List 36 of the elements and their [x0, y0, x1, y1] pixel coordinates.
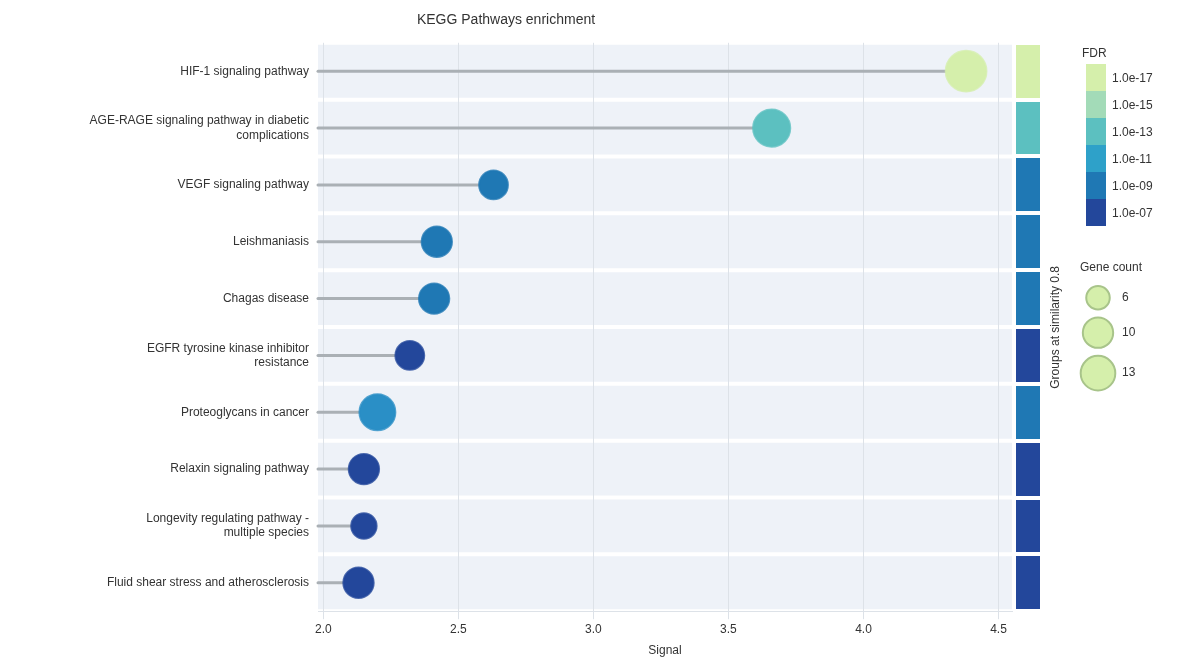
text: 1.0e-07	[1112, 204, 1153, 221]
x-tick-label: 4.5	[990, 621, 1008, 636]
y-tick-label: VEGF signaling pathway	[177, 177, 309, 192]
legend-label: 6	[1122, 290, 1129, 305]
x-tick-label: 3.5	[720, 621, 738, 636]
legend-label: 13	[1122, 365, 1136, 380]
y-tick-label: EGFR tyrosine kinase inhibitor resistance	[146, 340, 310, 369]
text: FDR	[1082, 46, 1108, 62]
text: 1.0e-15	[1112, 96, 1153, 113]
y-tick-label: HIF-1 signaling pathway	[180, 63, 309, 78]
y-tick-label: Longevity regulating pathway - multiple species	[146, 511, 309, 540]
text: 1.0e-17	[1112, 69, 1153, 86]
point	[420, 225, 453, 258]
point	[394, 340, 426, 371]
legend-label: 10	[1122, 325, 1136, 340]
point	[342, 566, 375, 599]
x-tick-label: 3.0	[585, 621, 603, 636]
point	[347, 452, 381, 486]
chart-title: KEGG Pathways enrichment	[416, 11, 596, 28]
y-tick-label: Fluid shear stress and atherosclerosis	[106, 575, 309, 590]
y-tick-label: Relaxin signaling pathway	[170, 461, 309, 476]
x-tick-label: 2.5	[450, 621, 468, 636]
x-tick-label: 2.0	[315, 621, 333, 636]
y-tick-label: AGE-RAGE signaling pathway in diabetic complications	[89, 113, 309, 142]
x-axis-title: Signal	[648, 643, 682, 658]
point	[417, 282, 451, 315]
y-tick-label: Proteoglycans in cancer	[180, 404, 309, 419]
x-tick-label: 4.0	[855, 621, 873, 636]
y-tick-label: Leishmaniasis	[232, 234, 309, 249]
text: 1.0e-09	[1112, 177, 1153, 194]
legend-title: Gene count	[1080, 260, 1143, 275]
text: 1.0e-11	[1112, 150, 1152, 167]
text: Groups at similarity 0.8	[1048, 265, 1062, 389]
point	[478, 169, 509, 201]
text: 1.0e-13	[1112, 123, 1153, 140]
y-tick-label: Chagas disease	[222, 290, 310, 305]
